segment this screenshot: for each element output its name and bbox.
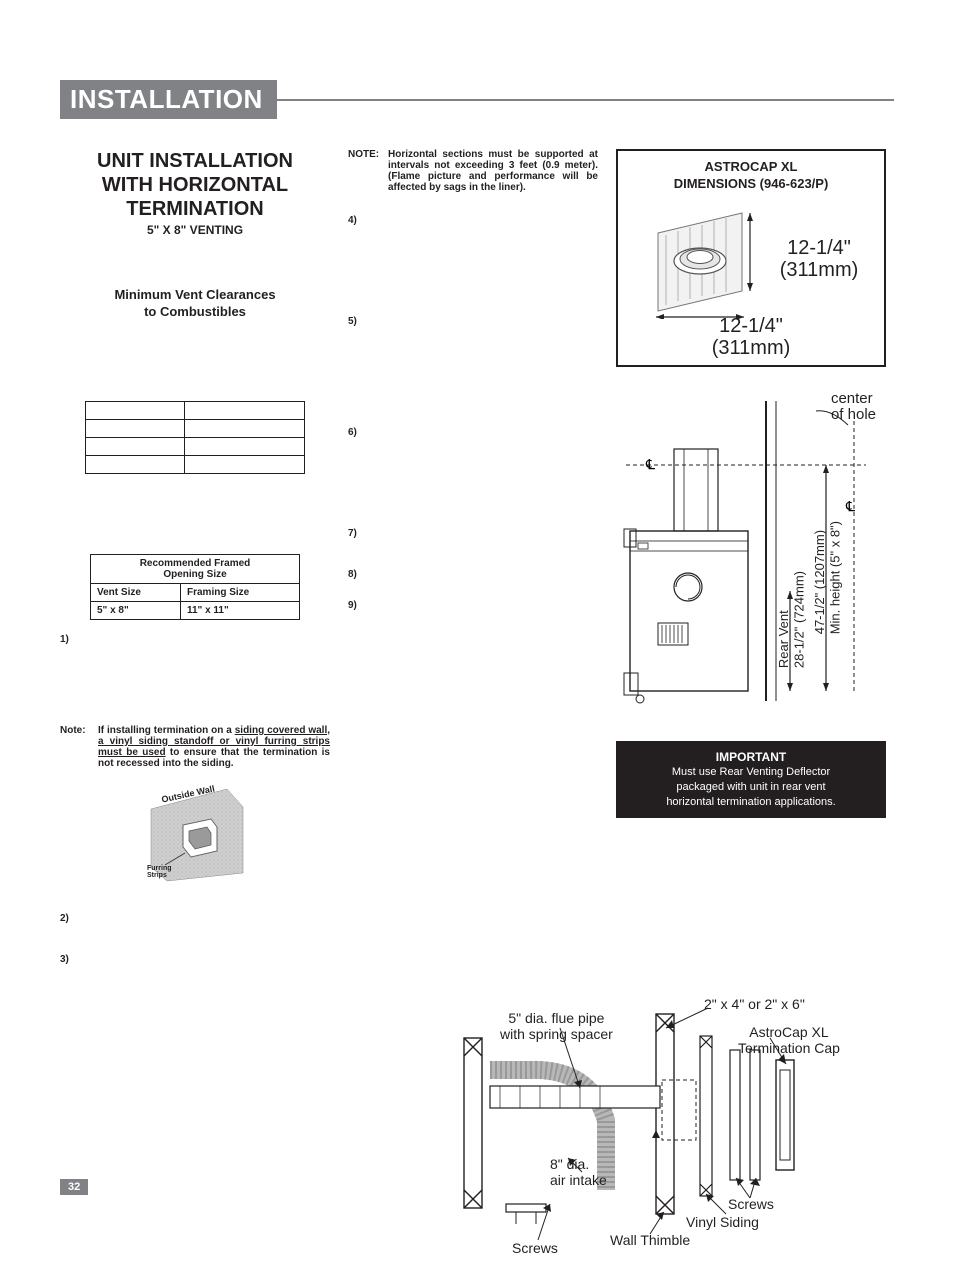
clearance-l1: Minimum Vent Clearances <box>60 287 330 304</box>
main-title-l3: TERMINATION <box>60 197 330 221</box>
note-label: NOTE: <box>348 149 388 193</box>
vinyl-label: Vinyl Siding <box>686 1214 759 1230</box>
fig-furring-l1: Furring <box>147 865 172 872</box>
lumber-label: 2" x 4" or 2" x 6" <box>704 996 805 1012</box>
unit-side-view: ℄ ℄ <box>616 391 886 711</box>
clearance-heading: Minimum Vent Clearances to Combustibles <box>60 287 330 321</box>
note-text: Horizontal sections must be supported at… <box>388 149 598 193</box>
svg-text:℄: ℄ <box>845 498 855 514</box>
step-2: 2) <box>60 913 330 924</box>
air-l1: 8" dia. <box>550 1156 607 1172</box>
air-intake-label: 8" dia. air intake <box>550 1156 607 1188</box>
fig-furring: Furring Strips <box>147 865 172 879</box>
note-text: If installing termination on a siding co… <box>98 725 330 769</box>
flue-l2: with spring spacer <box>500 1026 613 1042</box>
framed-h1: Vent Size <box>91 583 181 601</box>
framed-h2: Framing Size <box>180 583 299 601</box>
table-row <box>86 437 305 455</box>
note-label: Note: <box>60 725 98 769</box>
svg-text:℄: ℄ <box>645 456 655 472</box>
air-l2: air intake <box>550 1172 607 1188</box>
screws-left: Screws <box>512 1240 558 1256</box>
column-3: ASTROCAP XL DIMENSIONS (946-623/P) <box>616 149 886 965</box>
fig-furring-l2: Strips <box>147 872 172 879</box>
cap-label: AstroCap XL Termination Cap <box>738 1024 840 1056</box>
important-l1: Must use Rear Venting Deflector <box>626 765 876 780</box>
step-list: 4) 5) 6) 7) 8) 9) <box>348 215 598 611</box>
important-l2: packaged with unit in rear vent <box>626 780 876 795</box>
table-row <box>86 455 305 473</box>
column-1: UNIT INSTALLATION WITH HORIZONTAL TERMIN… <box>60 149 330 965</box>
astrocap-header: ASTROCAP XL DIMENSIONS (946-623/P) <box>624 159 878 193</box>
sub-title: 5" X 8" VENTING <box>60 223 330 237</box>
thimble-label: Wall Thimble <box>610 1232 690 1248</box>
astro-l2: DIMENSIONS (946-623/P) <box>624 176 878 193</box>
table-row <box>86 401 305 419</box>
furring-figure: Outside Wall Furring Strips <box>145 783 245 883</box>
important-l3: horizontal termination applications. <box>626 795 876 810</box>
step-5: 5) <box>348 316 598 327</box>
min-h-l1: 47-1/2" (1207mm) <box>812 530 827 634</box>
astrocap-box: ASTROCAP XL DIMENSIONS (946-623/P) <box>616 149 886 367</box>
table-row <box>86 419 305 437</box>
cap-l2: Termination Cap <box>738 1040 840 1056</box>
center-l2: of hole <box>831 407 876 424</box>
main-title-l1: UNIT INSTALLATION <box>60 149 330 173</box>
main-title: UNIT INSTALLATION WITH HORIZONTAL TERMIN… <box>60 149 330 221</box>
rear-vent-l1: Rear Vent <box>776 610 791 668</box>
center-of-hole: center of hole <box>831 391 876 424</box>
assembly-diagram: 5" dia. flue pipe with spring spacer 2" … <box>450 980 880 1260</box>
framed-r1c2: 11" x 11" <box>180 601 299 619</box>
horizontal-note: NOTE: Horizontal sections must be suppor… <box>348 149 598 193</box>
dim-right: 12-1/4" (311mm) <box>780 237 859 281</box>
table-row: Vent Size Framing Size <box>91 583 300 601</box>
rear-vent-label: Rear Vent 28-1/2" (724mm) <box>776 571 807 668</box>
section-header: INSTALLATION <box>60 80 894 119</box>
framed-r1c1: 5" x 8" <box>91 601 181 619</box>
min-height-label: 47-1/2" (1207mm) Min. height (5" x 8") <box>812 521 843 634</box>
framed-caption-l2: Opening Size <box>97 569 293 580</box>
content-columns: UNIT INSTALLATION WITH HORIZONTAL TERMIN… <box>60 149 894 965</box>
important-hdr: IMPORTANT <box>626 749 876 765</box>
cap-l1: AstroCap XL <box>738 1024 840 1040</box>
dim-v: 12-1/4" <box>780 237 859 259</box>
step-6: 6) <box>348 427 598 438</box>
header-rule <box>277 99 894 101</box>
section-title: INSTALLATION <box>60 80 277 119</box>
framed-opening-table: Recommended Framed Opening Size Vent Siz… <box>90 554 300 620</box>
clearance-l2: to Combustibles <box>60 304 330 321</box>
dim-bottom: 12-1/4" (311mm) <box>624 315 878 359</box>
column-2: NOTE: Horizontal sections must be suppor… <box>348 149 598 965</box>
clearance-table <box>85 401 305 474</box>
step-8: 8) <box>348 569 598 580</box>
siding-note: Note: If installing termination on a sid… <box>60 725 330 769</box>
table-row: 5" x 8" 11" x 11" <box>91 601 300 619</box>
main-title-l2: WITH HORIZONTAL <box>60 173 330 197</box>
dim-v-mm: (311mm) <box>780 259 859 281</box>
min-h-l2: Min. height (5" x 8") <box>828 521 843 634</box>
step-7: 7) <box>348 528 598 539</box>
flue-label: 5" dia. flue pipe with spring spacer <box>500 1010 613 1042</box>
step-1: 1) <box>60 634 330 645</box>
table-row: Recommended Framed Opening Size <box>91 554 300 583</box>
screws-right: Screws <box>728 1196 774 1212</box>
step-9: 9) <box>348 600 598 611</box>
rear-vent-l2: 28-1/2" (724mm) <box>792 571 807 668</box>
important-box: IMPORTANT Must use Rear Venting Deflecto… <box>616 741 886 818</box>
note-text-a: If installing termination on a <box>98 725 235 736</box>
dim-h: 12-1/4" <box>719 315 783 337</box>
center-l1: center <box>831 391 876 408</box>
astrocap-figure <box>644 199 774 319</box>
dim-h-mm: (311mm) <box>712 337 791 359</box>
astro-l1: ASTROCAP XL <box>624 159 878 176</box>
page-number: 32 <box>60 1179 88 1195</box>
step-3: 3) <box>60 954 330 965</box>
framed-caption-l1: Recommended Framed <box>97 558 293 569</box>
flue-l1: 5" dia. flue pipe <box>500 1010 613 1026</box>
step-4: 4) <box>348 215 598 226</box>
